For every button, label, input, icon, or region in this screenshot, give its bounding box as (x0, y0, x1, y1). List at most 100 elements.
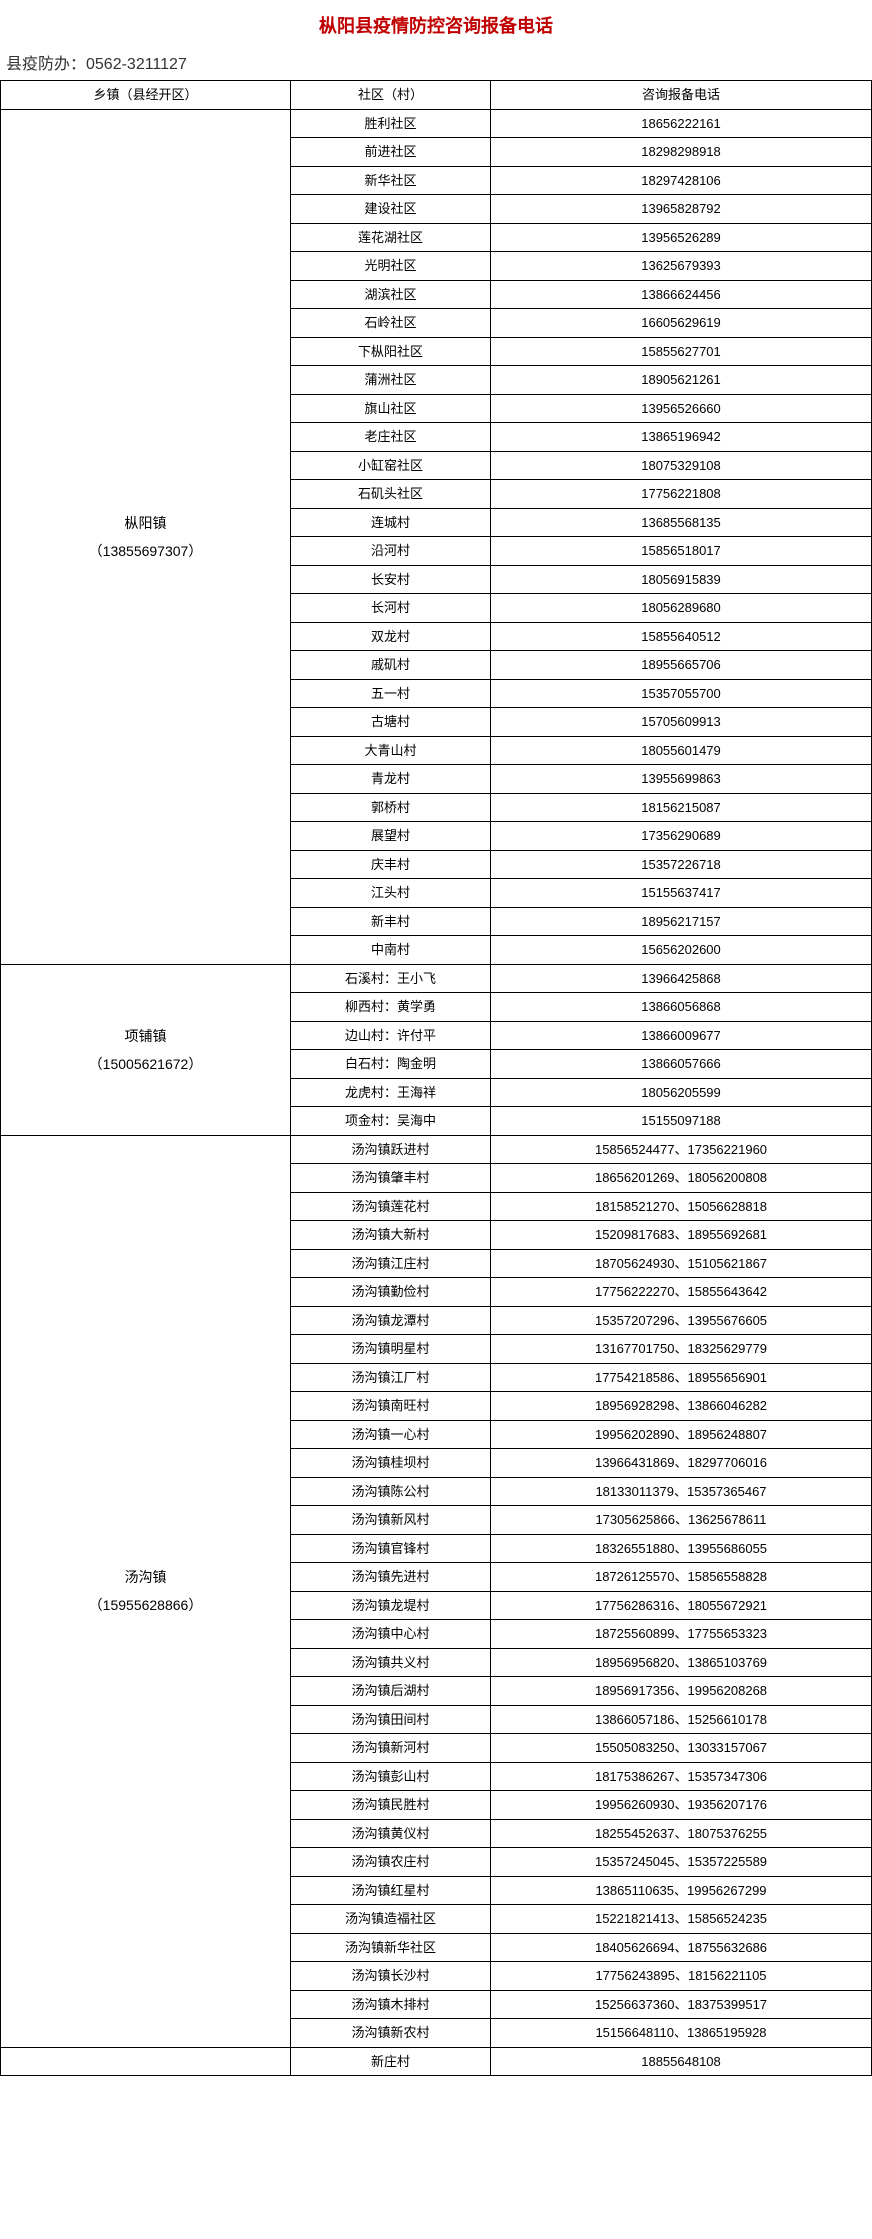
phone-cell: 15256637360、18375399517 (491, 1990, 872, 2019)
phone-cell: 13866624456 (491, 280, 872, 309)
village-cell: 汤沟镇红星村 (291, 1876, 491, 1905)
village-cell: 新丰村 (291, 907, 491, 936)
phone-cell: 13865110635、19956267299 (491, 1876, 872, 1905)
village-cell: 汤沟镇桂坝村 (291, 1449, 491, 1478)
village-cell: 汤沟镇肇丰村 (291, 1164, 491, 1193)
phone-cell: 17756243895、18156221105 (491, 1962, 872, 1991)
phone-cell: 18175386267、15357347306 (491, 1762, 872, 1791)
phone-cell: 16605629619 (491, 309, 872, 338)
town-name: 枞阳镇 (3, 509, 288, 537)
phone-cell: 18726125570、15856558828 (491, 1563, 872, 1592)
village-cell: 汤沟镇新河村 (291, 1734, 491, 1763)
phone-cell: 18905621261 (491, 366, 872, 395)
village-cell: 汤沟镇后湖村 (291, 1677, 491, 1706)
phone-cell: 15357226718 (491, 850, 872, 879)
phone-cell: 17756286316、18055672921 (491, 1591, 872, 1620)
village-cell: 古塘村 (291, 708, 491, 737)
phone-cell: 13966425868 (491, 964, 872, 993)
village-cell: 汤沟镇官锋村 (291, 1534, 491, 1563)
page-title: 枞阳县疫情防控咨询报备电话 (0, 0, 872, 46)
town-cell: 枞阳镇（13855697307） (1, 109, 291, 964)
phone-cell: 13966431869、18297706016 (491, 1449, 872, 1478)
village-cell: 光明社区 (291, 252, 491, 281)
phone-cell: 17756222270、15855643642 (491, 1278, 872, 1307)
phone-cell: 15221821413、15856524235 (491, 1905, 872, 1934)
phone-cell: 13685568135 (491, 508, 872, 537)
town-cell: 项铺镇（15005621672） (1, 964, 291, 1135)
table-row: 项铺镇（15005621672）石溪村：王小飞13966425868 (1, 964, 872, 993)
village-cell: 戚矶村 (291, 651, 491, 680)
phone-cell: 15357245045、15357225589 (491, 1848, 872, 1877)
phone-cell: 18725560899、17755653323 (491, 1620, 872, 1649)
village-cell: 汤沟镇共义村 (291, 1648, 491, 1677)
phone-cell: 18405626694、18755632686 (491, 1933, 872, 1962)
village-cell: 庆丰村 (291, 850, 491, 879)
header-phone: 咨询报备电话 (491, 81, 872, 110)
phone-cell: 18955665706 (491, 651, 872, 680)
village-cell: 汤沟镇田间村 (291, 1705, 491, 1734)
village-cell: 汤沟镇跃进村 (291, 1135, 491, 1164)
phone-cell: 15357207296、13955676605 (491, 1306, 872, 1335)
phone-cell: 18656222161 (491, 109, 872, 138)
village-cell: 汤沟镇新华社区 (291, 1933, 491, 1962)
village-cell: 郭桥村 (291, 793, 491, 822)
village-cell: 汤沟镇民胜村 (291, 1791, 491, 1820)
phone-cell: 18326551880、13955686055 (491, 1534, 872, 1563)
village-cell: 汤沟镇农庄村 (291, 1848, 491, 1877)
phone-cell: 18297428106 (491, 166, 872, 195)
village-cell: 汤沟镇新农村 (291, 2019, 491, 2048)
phone-cell: 18855648108 (491, 2047, 872, 2076)
village-cell: 汤沟镇黄仪村 (291, 1819, 491, 1848)
header-town: 乡镇（县经开区） (1, 81, 291, 110)
village-cell: 石溪村：王小飞 (291, 964, 491, 993)
village-cell: 五一村 (291, 679, 491, 708)
village-cell: 蒲洲社区 (291, 366, 491, 395)
village-cell: 展望村 (291, 822, 491, 851)
phone-cell: 15357055700 (491, 679, 872, 708)
village-cell: 莲花湖社区 (291, 223, 491, 252)
village-cell: 汤沟镇江厂村 (291, 1363, 491, 1392)
village-cell: 汤沟镇大新村 (291, 1221, 491, 1250)
village-cell: 边山村：许付平 (291, 1021, 491, 1050)
phone-cell: 18133011379、15357365467 (491, 1477, 872, 1506)
phone-cell: 18956928298、13866046282 (491, 1392, 872, 1421)
phone-cell: 18056289680 (491, 594, 872, 623)
phone-cell: 13866056868 (491, 993, 872, 1022)
table-row: 枞阳镇（13855697307）胜利社区18656222161 (1, 109, 872, 138)
town-cell (1, 2047, 291, 2076)
village-cell: 前进社区 (291, 138, 491, 167)
town-cell: 汤沟镇（15955628866） (1, 1135, 291, 2047)
phone-cell: 17754218586、18955656901 (491, 1363, 872, 1392)
phone-cell: 15856524477、17356221960 (491, 1135, 872, 1164)
town-name: 项铺镇 (3, 1022, 288, 1050)
village-cell: 新华社区 (291, 166, 491, 195)
phone-cell: 15856518017 (491, 537, 872, 566)
phone-cell: 13865196942 (491, 423, 872, 452)
village-cell: 汤沟镇先进村 (291, 1563, 491, 1592)
phone-cell: 15156648110、13865195928 (491, 2019, 872, 2048)
village-cell: 石矶头社区 (291, 480, 491, 509)
phone-cell: 19956202890、18956248807 (491, 1420, 872, 1449)
phone-cell: 15505083250、13033157067 (491, 1734, 872, 1763)
village-cell: 汤沟镇龙潭村 (291, 1306, 491, 1335)
phone-cell: 18056205599 (491, 1078, 872, 1107)
village-cell: 小缸窑社区 (291, 451, 491, 480)
phone-cell: 15656202600 (491, 936, 872, 965)
village-cell: 长安村 (291, 565, 491, 594)
village-cell: 汤沟镇南旺村 (291, 1392, 491, 1421)
town-name: 汤沟镇 (3, 1563, 288, 1591)
phone-cell: 18055601479 (491, 736, 872, 765)
village-cell: 沿河村 (291, 537, 491, 566)
table-header-row: 乡镇（县经开区） 社区（村） 咨询报备电话 (1, 81, 872, 110)
village-cell: 白石村：陶金明 (291, 1050, 491, 1079)
phone-cell: 18956917356、19956208268 (491, 1677, 872, 1706)
village-cell: 下枞阳社区 (291, 337, 491, 366)
village-cell: 双龙村 (291, 622, 491, 651)
table-row: 汤沟镇（15955628866）汤沟镇跃进村15856524477、173562… (1, 1135, 872, 1164)
town-phone: （15005621672） (3, 1050, 288, 1078)
phone-cell: 18656201269、18056200808 (491, 1164, 872, 1193)
village-cell: 连城村 (291, 508, 491, 537)
village-cell: 青龙村 (291, 765, 491, 794)
phone-cell: 17756221808 (491, 480, 872, 509)
phone-cell: 15155637417 (491, 879, 872, 908)
